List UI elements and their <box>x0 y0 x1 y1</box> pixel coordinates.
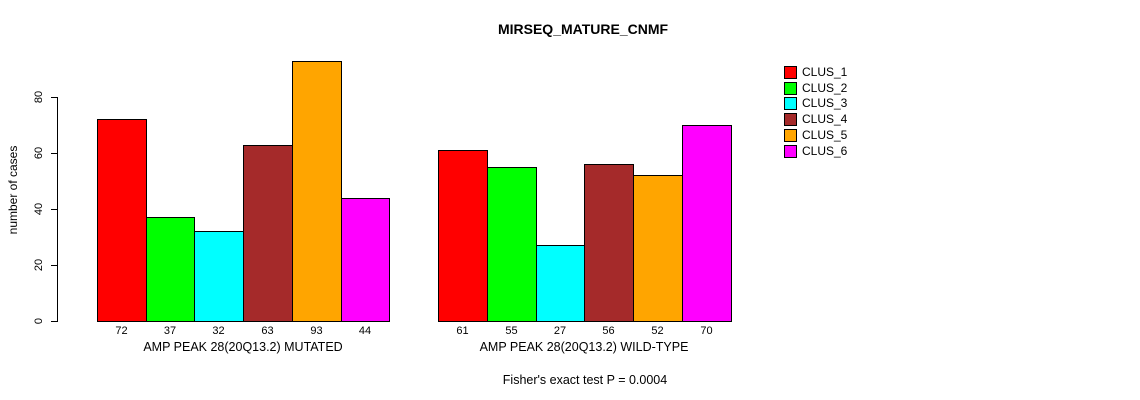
legend-swatch <box>784 145 797 158</box>
legend-swatch <box>784 82 797 95</box>
bar-value-label: 93 <box>310 325 323 337</box>
bar <box>536 245 585 322</box>
bar <box>341 198 390 322</box>
legend-swatch <box>784 66 797 79</box>
bar-value-label: 27 <box>553 325 567 337</box>
legend-item: CLUS_5 <box>784 129 847 142</box>
legend-swatch <box>784 97 797 110</box>
fisher-annotation: Fisher's exact test P = 0.0004 <box>502 373 668 387</box>
bar <box>292 61 342 322</box>
legend-label: CLUS_5 <box>802 128 848 142</box>
bar-value-label: 70 <box>700 325 713 337</box>
bar <box>633 175 683 322</box>
y-tick-label: 40 <box>33 202 45 216</box>
y-tick <box>51 209 58 210</box>
bar <box>682 125 732 322</box>
legend-item: CLUS_4 <box>784 113 847 126</box>
bar <box>243 145 293 322</box>
bar <box>487 167 537 322</box>
bar <box>194 231 244 322</box>
bar-value-label: 56 <box>602 325 615 337</box>
y-tick-label: 80 <box>33 90 45 104</box>
legend-label: CLUS_6 <box>802 144 848 158</box>
bar <box>438 150 488 322</box>
legend-label: CLUS_4 <box>802 112 848 126</box>
y-tick-label: 20 <box>33 258 45 272</box>
y-tick <box>51 265 58 266</box>
y-tick <box>51 153 58 154</box>
bar-value-label: 61 <box>456 325 469 337</box>
bar <box>97 119 147 322</box>
legend-item: CLUS_2 <box>784 82 847 95</box>
y-tick-label: 0 <box>33 317 45 325</box>
bar <box>146 217 195 322</box>
bar-value-label: 63 <box>261 325 274 337</box>
bar-value-label: 32 <box>212 325 225 337</box>
bar <box>584 164 634 322</box>
bar-value-label: 55 <box>505 325 518 337</box>
legend-item: CLUS_6 <box>784 145 847 158</box>
legend-label: CLUS_3 <box>802 96 848 110</box>
bar-value-label: 52 <box>651 325 664 337</box>
legend-swatch <box>784 129 797 142</box>
legend-swatch <box>784 113 797 126</box>
legend-label: CLUS_2 <box>802 81 848 95</box>
legend-item: CLUS_1 <box>784 66 847 79</box>
legend-item: CLUS_3 <box>784 97 847 110</box>
y-tick-label: 60 <box>33 146 45 160</box>
y-tick <box>51 321 58 322</box>
legend-label: CLUS_1 <box>802 65 848 79</box>
chart-title: MIRSEQ_MATURE_CNMF <box>497 21 669 37</box>
bar-value-label: 72 <box>115 325 128 337</box>
group-label-mutated: AMP PEAK 28(20Q13.2) MUTATED <box>143 340 343 354</box>
bar-value-label: 37 <box>163 325 177 337</box>
bar-value-label: 44 <box>358 325 372 337</box>
group-label-wildtype: AMP PEAK 28(20Q13.2) WILD-TYPE <box>479 340 689 354</box>
y-tick <box>51 97 58 98</box>
